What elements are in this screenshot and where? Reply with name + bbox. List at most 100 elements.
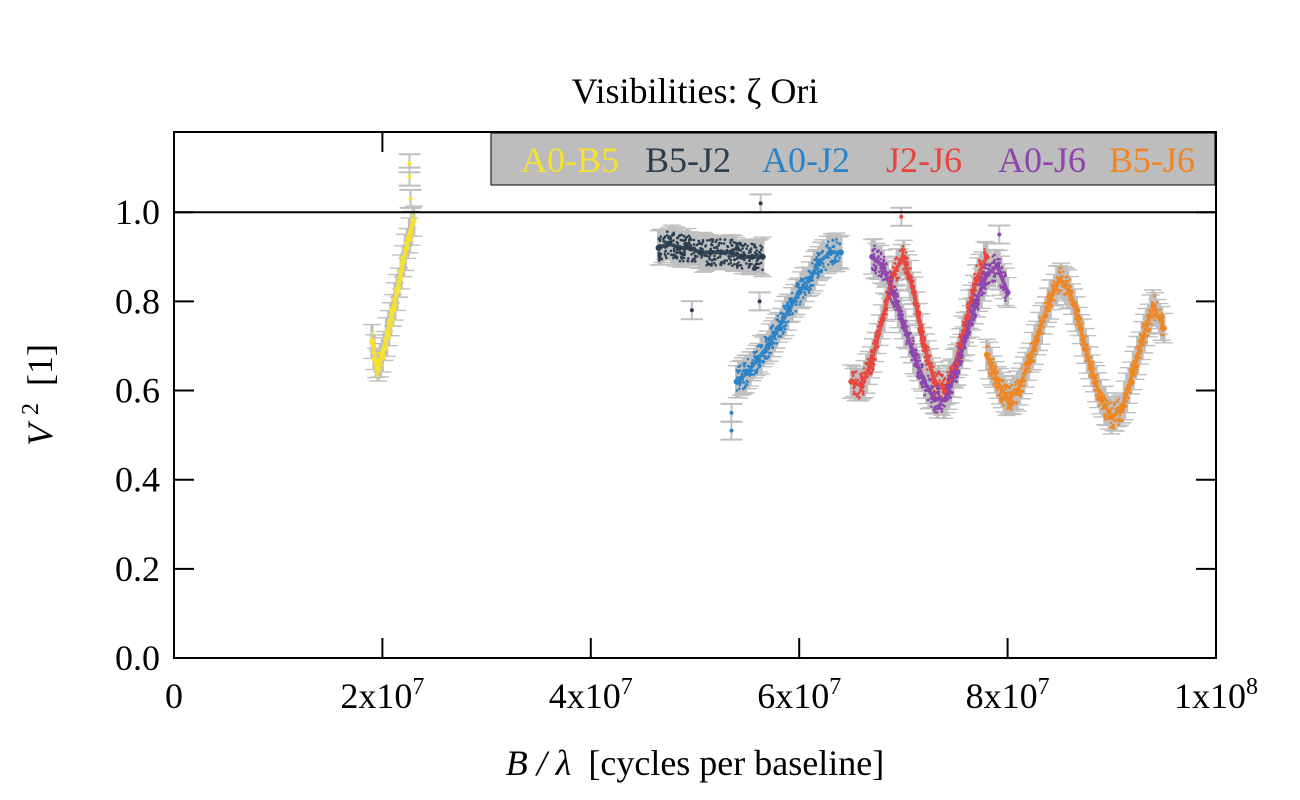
scatter-point-b5-j6 <box>1077 314 1081 317</box>
scatter-point-a0-j2 <box>798 288 802 291</box>
scatter-point-b5-j2 <box>759 244 762 247</box>
legend-label-b5-j6: B5-J6 <box>1109 140 1195 180</box>
scatter-point-a0-b5 <box>393 295 397 298</box>
scatter-point-a0-j2 <box>816 276 820 279</box>
scatter-point-b5-j6 <box>1085 357 1089 361</box>
scatter-point-b5-j6 <box>1080 342 1083 346</box>
scatter-point-a0-b5 <box>394 307 397 310</box>
scatter-point-j2-j6 <box>923 338 927 342</box>
scatter-point-b5-j2 <box>692 243 696 246</box>
scatter-point-j2-j6 <box>977 279 981 283</box>
scatter-point-a0-j2 <box>735 382 739 385</box>
scatter-point-b5-j6 <box>1024 368 1028 371</box>
scatter-point-j2-j6 <box>900 247 904 251</box>
scatter-point-j2-j6 <box>920 333 923 336</box>
scatter-point-b5-j2 <box>713 246 717 249</box>
scatter-point-j2-j6 <box>919 338 923 342</box>
scatter-point-a0-j2 <box>738 378 742 381</box>
scatter-point-b5-j6 <box>1119 406 1123 410</box>
scatter-point-j2-j6 <box>922 330 926 334</box>
scatter-point-b5-j6 <box>1008 385 1012 388</box>
scatter-point-j2-j6 <box>974 277 978 281</box>
scatter-point-b5-j2 <box>717 241 721 245</box>
scatter-point-a0-j6 <box>953 372 956 375</box>
scatter-point-a0-b5 <box>379 367 383 371</box>
scatter-point-b5-j2 <box>681 253 684 257</box>
scatter-point-a0-j6 <box>936 405 939 408</box>
scatter-point-b5-j6 <box>1033 349 1037 352</box>
scatter-point-a0-j2 <box>835 238 838 241</box>
scatter-point-a0-j6 <box>974 315 977 319</box>
scatter-point-a0-j6 <box>916 367 920 370</box>
scatter-point-b5-j2 <box>743 255 747 259</box>
scatter-point-a0-j2 <box>799 291 803 295</box>
scatter-point-a0-b5 <box>371 332 375 336</box>
scatter-point-b5-j2 <box>743 242 747 246</box>
scatter-point-b5-j6 <box>1014 402 1018 406</box>
scatter-point-a0-j6 <box>914 362 917 365</box>
scatter-point-b5-j2 <box>722 242 726 245</box>
scatter-point-a0-j6 <box>953 369 956 372</box>
scatter-point-j2-j6 <box>911 279 915 283</box>
scatter-point-j2-j6 <box>924 348 928 351</box>
scatter-point-b5-j6 <box>991 363 994 367</box>
scatter-point-a0-b5 <box>372 339 376 342</box>
scatter-point-b5-j6 <box>1024 360 1028 364</box>
scatter-point-a0-j6 <box>888 279 892 283</box>
scatter-point-a0-j2 <box>740 372 744 376</box>
scatter-point-b5-j6 <box>1121 410 1125 414</box>
scatter-point-j2-j6 <box>905 276 909 279</box>
scatter-point-j2-j6 <box>867 360 871 364</box>
scatter-point-b5-j2 <box>740 253 743 256</box>
scatter-point-a0-j6 <box>997 261 1000 265</box>
scatter-point-a0-j2 <box>797 296 800 299</box>
scatter-point-a0-j6 <box>923 376 926 380</box>
scatter-point-b5-j2 <box>718 255 722 259</box>
scatter-point-j2-j6 <box>949 368 953 371</box>
scatter-point-b5-j6 <box>1145 322 1149 326</box>
scatter-point-b5-j2 <box>731 244 734 247</box>
scatter-point-j2-j6 <box>860 388 863 392</box>
scatter-point-b5-j6 <box>1061 270 1065 273</box>
scatter-point-a0-j6 <box>949 374 952 377</box>
scatter-point-j2-j6 <box>863 371 866 374</box>
scatter-point-j2-j6 <box>852 390 856 393</box>
scatter-point-b5-j6 <box>1068 295 1071 298</box>
scatter-point-a0-j2 <box>811 279 814 282</box>
scatter-point-a0-b5 <box>405 247 408 250</box>
scatter-point-a0-j2 <box>829 260 833 264</box>
scatter-point-b5-j6 <box>1013 387 1016 391</box>
scatter-point-b5-j2 <box>719 261 723 265</box>
scatter-point-b5-j2 <box>724 252 727 256</box>
scatter-point-b5-j2 <box>672 249 676 253</box>
scatter-point-a0-j2 <box>775 332 779 336</box>
scatter-point-b5-j6 <box>1118 414 1122 417</box>
scatter-point-b5-j6 <box>1092 367 1096 370</box>
scatter-point-b5-j2 <box>743 258 746 262</box>
scatter-point-a0-j2 <box>767 354 771 358</box>
scatter-point-b5-j2 <box>684 238 688 241</box>
scatter-point-a0-b5 <box>385 341 389 345</box>
scatter-point-j2-j6 <box>868 373 872 376</box>
y-axis: 0.0 0.2 0.4 0.6 0.8 1.0 <box>115 192 1216 678</box>
scatter-point-a0-j2 <box>766 350 769 353</box>
scatter-point-a0-j2 <box>766 341 770 345</box>
scatter-point-a0-j2 <box>822 265 825 269</box>
scatter-point-b5-j6 <box>1148 327 1152 331</box>
scatter-point-a0-j6 <box>896 295 899 298</box>
scatter-point-b5-j6 <box>1020 389 1024 393</box>
scatter-point-a0-j2 <box>742 381 746 384</box>
scatter-point-b5-j2 <box>704 245 707 248</box>
scatter-point-a0-j6 <box>892 305 896 309</box>
scatter-point-b5-j2 <box>701 240 705 244</box>
scatter-point-b5-j2 <box>690 260 694 263</box>
scatter-point-j2-j6 <box>946 370 949 374</box>
scatter-point-a0-j2 <box>831 238 834 242</box>
scatter-point-a0-j2 <box>828 248 832 252</box>
scatter-point-b5-j6 <box>1076 304 1079 308</box>
scatter-point-b5-j6 <box>1085 350 1088 354</box>
scatter-point-b5-j6 <box>1009 406 1013 409</box>
scatter-point-b5-j6 <box>1029 361 1033 364</box>
scatter-point-b5-j2 <box>707 262 711 266</box>
scatter-point-b5-j2 <box>732 258 736 261</box>
